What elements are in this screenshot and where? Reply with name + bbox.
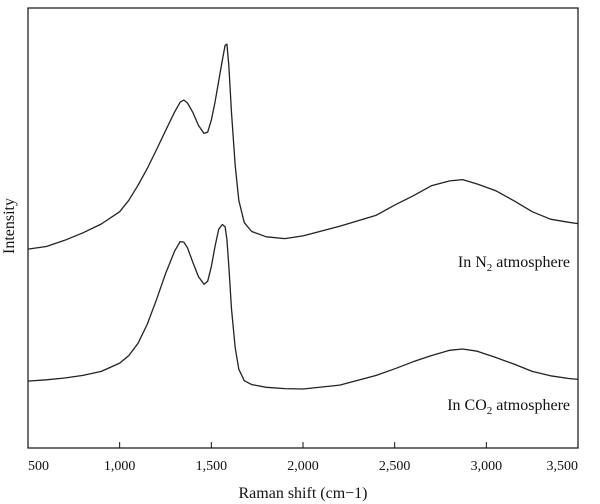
x-tick-label: 2,000: [287, 459, 319, 474]
x-tick-label: 3,000: [471, 459, 503, 474]
series-lines: [27, 43, 579, 390]
x-tick-label: 2,500: [379, 459, 411, 474]
series-annotation-1: In N2 atmosphere: [458, 254, 570, 274]
x-tick-label: 1,000: [104, 459, 136, 474]
x-tick-label: 1,500: [196, 459, 228, 474]
x-axis-ticks: [27, 442, 579, 448]
x-axis-tick-labels: 500 1,000 1,500 2,000 2,500 3,000 3,500: [28, 459, 578, 474]
x-tick-label: 500: [28, 459, 49, 474]
plot-frame: [27, 7, 579, 449]
series-line-2: [27, 223, 579, 390]
series-annotations: In N2 atmosphere In CO2 atmosphere: [447, 254, 570, 417]
series-annotation-2: In CO2 atmosphere: [447, 397, 570, 417]
y-axis-title: Intensity: [1, 198, 18, 254]
series-line-1: [27, 43, 579, 250]
x-tick-label: 3,500: [547, 459, 579, 474]
x-axis-title: Raman shift (cm−1): [239, 485, 368, 502]
